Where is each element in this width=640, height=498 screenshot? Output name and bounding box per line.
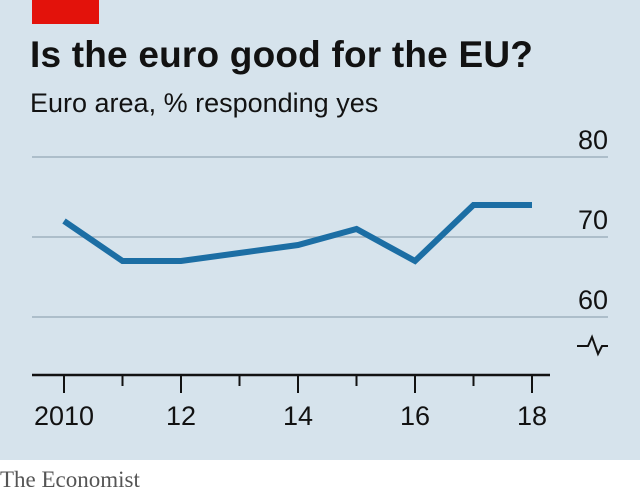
chart-subtitle: Euro area, % responding yes (30, 88, 379, 118)
x-tick-label: 18 (517, 401, 547, 431)
y-tick-label: 80 (578, 125, 608, 155)
line-chart: 80 70 60 2010 12 14 16 18 (32, 125, 608, 431)
chart-title: Is the euro good for the EU? (30, 34, 534, 75)
chart-panel (0, 0, 640, 460)
x-tick-label: 14 (283, 401, 313, 431)
y-tick-label: 60 (578, 285, 608, 315)
brand-accent-bar (32, 0, 99, 24)
series-line-0 (62, 202, 532, 265)
axis-break-icon (577, 334, 608, 357)
y-tick-label: 70 (578, 205, 608, 235)
x-tick-label: 12 (166, 401, 196, 431)
x-tick-label: 16 (400, 401, 430, 431)
source-credit: The Economist (0, 467, 140, 492)
x-tick-label: 2010 (34, 401, 94, 431)
